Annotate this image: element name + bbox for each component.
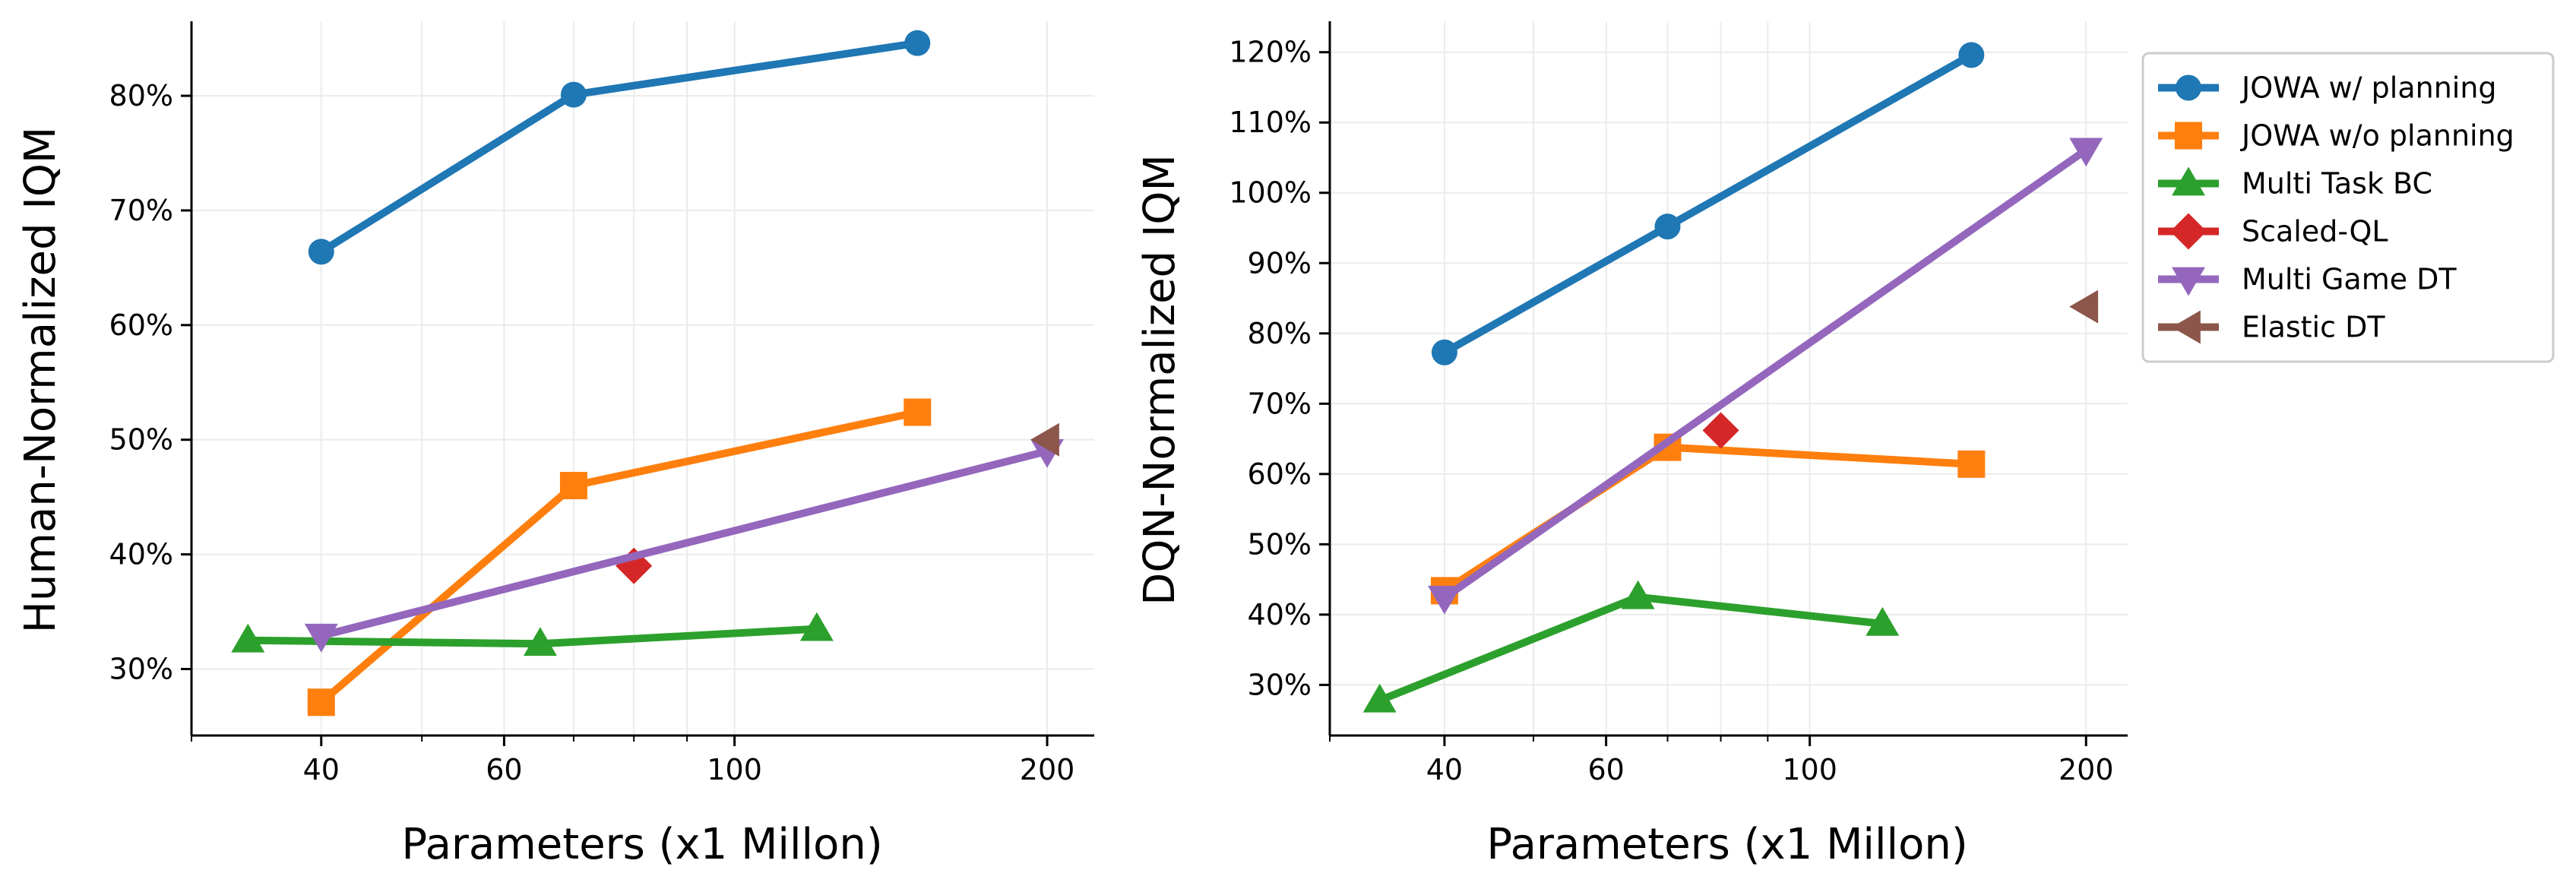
legend-label: JOWA w/ planning (2240, 71, 2497, 105)
left-chart-ylabel: Human-Normalized IQM (16, 127, 65, 633)
legend-label: Multi Game DT (2242, 263, 2457, 296)
legend-item-multi-task-bc: Multi Task BC (2158, 166, 2432, 201)
right-chart-series-multi-game-dt (1427, 138, 2103, 615)
right-chart-y-tick-label: 110% (1229, 106, 1312, 139)
left-chart-point-jowa-w-planning (308, 239, 334, 265)
right-chart-point-jowa-w-planning (1431, 339, 1457, 365)
right-chart-series-multi-task-bc (1362, 580, 1900, 713)
left-chart-point-jowa-w-planning (560, 81, 587, 108)
right-chart-y-tick-label: 100% (1229, 176, 1312, 210)
legend-item-elastic-dt: Elastic DT (2158, 310, 2385, 344)
left-chart-series-elastic-dt (1030, 422, 1059, 457)
right-chart-point-jowa-w-o-planning (1957, 450, 1986, 478)
right-chart-y-tick-label: 40% (1248, 598, 1312, 631)
left-chart-point-multi-task-bc (231, 623, 265, 653)
right-chart-y-tick-label: 90% (1248, 246, 1312, 280)
left-chart-point-elastic-dt (1030, 422, 1059, 457)
right-chart-ylabel: DQN-Normalized IQM (1135, 154, 1185, 606)
left-chart-point-jowa-w-planning (904, 30, 931, 56)
left-chart-series-jowa-w-o-planning (307, 398, 932, 717)
right-chart-point-multi-game-dt (2069, 138, 2103, 167)
left-chart-line-multi-game-dt (317, 447, 1052, 640)
right-chart-y-tick-label: 80% (1248, 317, 1312, 350)
legend-marker (2170, 213, 2207, 250)
right-chart-line-jowa-w-o-planning (1440, 443, 1976, 595)
left-chart-y-tick-label: 40% (109, 538, 173, 571)
right-chart-y-tick-label: 70% (1248, 387, 1312, 420)
left-chart-x-tick-label: 60 (486, 753, 522, 786)
legend-item-multi-game-dt: Multi Game DT (2158, 263, 2457, 296)
right-chart-point-multi-task-bc (1621, 580, 1655, 609)
left-chart-point-jowa-w-o-planning (903, 398, 932, 426)
legend-item-jowa-w-planning: JOWA w/ planning (2158, 71, 2497, 105)
right-chart-point-multi-task-bc (1362, 683, 1397, 713)
right-chart-y-tick-label: 50% (1248, 527, 1312, 561)
left-chart-x-tick-label: 200 (1020, 753, 1075, 786)
right-chart-x-tick-label: 60 (1587, 753, 1624, 786)
left-chart-xlabel: Parameters (x1 Millon) (401, 820, 882, 869)
left-chart-point-multi-task-bc (799, 612, 834, 641)
legend-label: JOWA w/o planning (2240, 119, 2514, 153)
left-chart-point-jowa-w-o-planning (307, 688, 335, 717)
right-chart-point-jowa-w-planning (1958, 42, 1985, 68)
legend-item-jowa-w-o-planning: JOWA w/o planning (2158, 119, 2514, 153)
right-chart-line-jowa-w-planning (1440, 51, 1976, 356)
right-chart-y-tick-label: 60% (1248, 457, 1312, 491)
right-chart-series-jowa-w-planning (1431, 42, 1985, 365)
right-chart-series-scaled-ql (1702, 412, 1739, 449)
right-chart-y-tick-label: 120% (1229, 36, 1312, 69)
left-chart-series-jowa-w-planning (308, 30, 931, 265)
left-chart-x-tick-label: 40 (303, 753, 340, 786)
right-chart-point-jowa-w-planning (1654, 214, 1681, 240)
left-chart-y-tick-label: 60% (109, 308, 173, 342)
left-chart-point-multi-game-dt (304, 623, 338, 653)
legend-marker (2172, 166, 2205, 196)
legend-label: Elastic DT (2242, 311, 2385, 344)
right-chart-x-tick-label: 200 (2059, 753, 2114, 786)
right-chart-xlabel: Parameters (x1 Millon) (1486, 820, 1967, 869)
left-chart-y-tick-label: 70% (109, 194, 173, 227)
left-chart-y-tick-label: 80% (109, 79, 173, 112)
right-chart-series-jowa-w-o-planning (1430, 433, 1986, 605)
left-chart-y-tick-label: 50% (109, 423, 173, 457)
left-chart-y-tick-label: 30% (109, 652, 173, 685)
legend-label: Scaled-QL (2242, 215, 2388, 248)
left-chart-point-multi-task-bc (523, 627, 557, 656)
right-chart-x-tick-label: 100 (1782, 753, 1837, 786)
left-chart-point-jowa-w-o-planning (559, 472, 587, 500)
right-chart: DQN-Normalized IQM Parameters (x1 Millon… (1135, 21, 2128, 869)
right-chart-line-multi-game-dt (1440, 146, 2090, 602)
legend-marker (2172, 310, 2201, 344)
legend-frame (2141, 52, 2555, 363)
right-chart-point-scaled-ql (1702, 412, 1739, 449)
right-chart-point-multi-game-dt (1427, 585, 1461, 615)
right-chart-x-tick-label: 40 (1426, 753, 1463, 786)
left-chart-line-jowa-w-planning (317, 39, 922, 256)
legend: JOWA w/ planning JOWA w/o planning Multi T… (2141, 52, 2555, 363)
left-chart-x-tick-label: 100 (707, 753, 762, 786)
right-chart-y-tick-label: 30% (1248, 668, 1312, 701)
right-chart-point-elastic-dt (2069, 289, 2099, 324)
left-chart: Human-Normalized IQM Parameters (x1 Mill… (16, 21, 1094, 869)
left-chart-grid (191, 21, 1094, 742)
right-chart-series-elastic-dt (2069, 289, 2099, 324)
left-chart-series-multi-task-bc (231, 612, 834, 656)
legend-label: Multi Task BC (2242, 167, 2432, 201)
legend-marker (2175, 122, 2202, 150)
right-chart-grid (1329, 21, 2128, 742)
right-chart-point-multi-task-bc (1866, 606, 1900, 636)
legend-item-scaled-ql: Scaled-QL (2158, 213, 2388, 250)
legend-marker (2176, 74, 2201, 101)
legend-marker (2172, 267, 2205, 296)
